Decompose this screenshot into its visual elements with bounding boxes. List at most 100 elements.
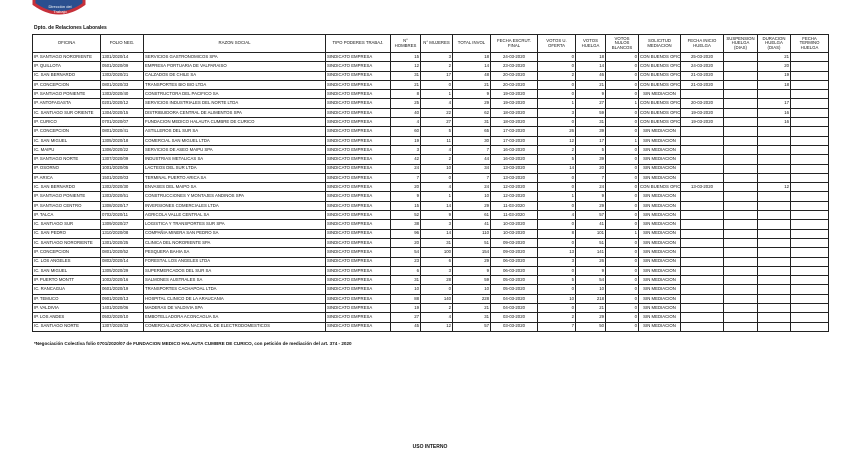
table-cell: SIN MEDIACION xyxy=(638,154,681,165)
table-cell xyxy=(723,200,758,212)
table-cell xyxy=(680,154,724,165)
table-cell: 0 xyxy=(537,237,576,249)
table-cell: 39 xyxy=(575,154,606,165)
table-cell: 10 xyxy=(575,284,606,295)
department: Dpto. de Relaciones Laborales xyxy=(34,25,107,31)
table-cell: 19-03-2020 xyxy=(680,117,724,128)
table-cell xyxy=(723,61,758,72)
table-cell: 4 xyxy=(420,144,453,156)
table-cell: 19-03-2020 xyxy=(680,107,724,119)
table-cell: SINDICATO EMPRESA xyxy=(325,126,391,137)
table-cell xyxy=(790,265,829,277)
table-cell: 48 xyxy=(452,70,491,81)
table-cell: 26 xyxy=(537,126,576,137)
table-cell xyxy=(757,312,791,323)
table-cell xyxy=(790,237,829,249)
table-cell xyxy=(757,293,791,305)
table-cell xyxy=(723,302,758,314)
table-cell xyxy=(723,293,758,305)
table-cell xyxy=(723,135,758,146)
table-cell xyxy=(757,256,791,267)
table-cell: 31 xyxy=(420,237,453,249)
table-cell: SINDICATO EMPRESA xyxy=(325,275,391,286)
table-cell: SIN MEDIACION xyxy=(638,228,681,239)
table-cell: 21-03-2020 xyxy=(680,70,724,81)
table-cell xyxy=(723,256,758,267)
table-cell: IP. SANTIAGO CENTRO xyxy=(32,200,101,212)
table-cell: 154 xyxy=(452,247,491,258)
table-cell: 0 xyxy=(605,200,639,212)
table-cell: 110 xyxy=(452,228,491,239)
table-cell xyxy=(790,172,829,184)
table-cell: 12 xyxy=(757,182,791,193)
table-cell: 0 xyxy=(537,200,576,212)
table-cell xyxy=(790,70,829,81)
column-header: SOLICITUD MEDIACION xyxy=(638,34,681,53)
table-cell: 54 xyxy=(575,275,606,286)
table-cell: 21 xyxy=(390,79,421,91)
table-cell: SINDICATO EMPRESA xyxy=(325,210,391,221)
table-cell: 0 xyxy=(605,154,639,165)
table-cell: SINDICATO EMPRESA xyxy=(325,107,391,119)
table-cell xyxy=(790,126,829,137)
table-row: IP. TEMUCO 0901/2020/13 HOSPITAL CLINICO D… xyxy=(32,293,829,305)
table-cell: 19-03-2020 xyxy=(490,98,538,109)
table-cell: SUPERMERCADOS DEL SUR SA xyxy=(143,265,326,277)
table-cell: TRANSPORTES BIO BIO LTDA xyxy=(143,79,326,91)
table-cell: 10-03-2020 xyxy=(490,219,538,230)
table-cell: 51 xyxy=(452,237,491,249)
table-cell: 9 xyxy=(575,191,606,202)
table-cell: 24-03-2020 xyxy=(490,51,538,63)
table-cell: 141 xyxy=(575,247,606,258)
table-cell: 04-03-2020 xyxy=(490,302,538,314)
table-cell: 0501/2020/09 xyxy=(100,61,144,72)
table-cell: IC. SANTIAGO NORORIENTE xyxy=(32,237,101,249)
table-cell: 1303/2020/51 xyxy=(100,191,144,202)
table-cell: SIN MEDIACION xyxy=(638,172,681,184)
table-cell: 10 xyxy=(420,163,453,174)
table-cell: 10 xyxy=(452,191,491,202)
table-cell: 14 xyxy=(420,200,453,212)
table-cell: 0 xyxy=(420,284,453,295)
table-cell: IC. MAIPU xyxy=(32,144,101,156)
table-cell: IC. SAN BERNARDO xyxy=(32,182,101,193)
table-cell xyxy=(790,163,829,174)
table-cell: SINDICATO EMPRESA xyxy=(325,284,391,295)
table-cell: IP. ANTOFAGASTA xyxy=(32,98,101,109)
table-cell: SINDICATO EMPRESA xyxy=(325,163,391,174)
table-cell: 88 xyxy=(390,293,421,305)
table-cell: SIN MEDIACION xyxy=(638,275,681,286)
table-cell: 6 xyxy=(390,265,421,277)
table-cell: 0 xyxy=(537,284,576,295)
table-cell: 0 xyxy=(605,89,639,100)
table-cell: 20-03-2020 xyxy=(680,98,724,109)
table-cell: 100 xyxy=(420,247,453,258)
table-cell: CON BUENOS OFICIOS xyxy=(638,61,681,72)
table-row: IP. QUILLOTA 0501/2020/09 EMPRESA PORTUARI… xyxy=(32,61,829,72)
table-cell: 19 xyxy=(757,70,791,81)
table-cell: 24 xyxy=(575,182,606,193)
table-cell: 8 xyxy=(537,228,576,239)
table-cell: 0 xyxy=(605,265,639,277)
table-cell: COMERCIALIZADORA NACIONAL DE ELECTRODOME… xyxy=(143,321,326,332)
table-cell: IP. CONCEPCION xyxy=(32,247,101,258)
table-row: IP. PUERTO MONTT 1002/2020/16 SALMONES AUS… xyxy=(32,275,829,286)
table-cell: 0901/2020/13 xyxy=(100,293,144,305)
table-cell: 22 xyxy=(420,107,453,119)
table-cell xyxy=(680,89,724,100)
table-cell: 5 xyxy=(575,144,606,156)
table-cell: 0 xyxy=(605,247,639,258)
table-cell: IP. VALDIVIA xyxy=(32,302,101,314)
organization: Dirección del Trabajo xyxy=(48,4,72,14)
table-cell: IC. LOS ANGELES xyxy=(32,256,101,267)
table-cell xyxy=(790,284,829,295)
table-cell: IP. CONCEPCION xyxy=(32,126,101,137)
table-cell: 5 xyxy=(537,154,576,165)
table-cell xyxy=(790,200,829,212)
table-cell xyxy=(723,228,758,239)
table-cell xyxy=(790,247,829,258)
table-cell: IC. SAN BERNARDO xyxy=(32,70,101,81)
table-cell: 1306/2020/22 xyxy=(100,144,144,156)
table-cell: SIN MEDIACION xyxy=(638,265,681,277)
table-cell xyxy=(790,293,829,305)
